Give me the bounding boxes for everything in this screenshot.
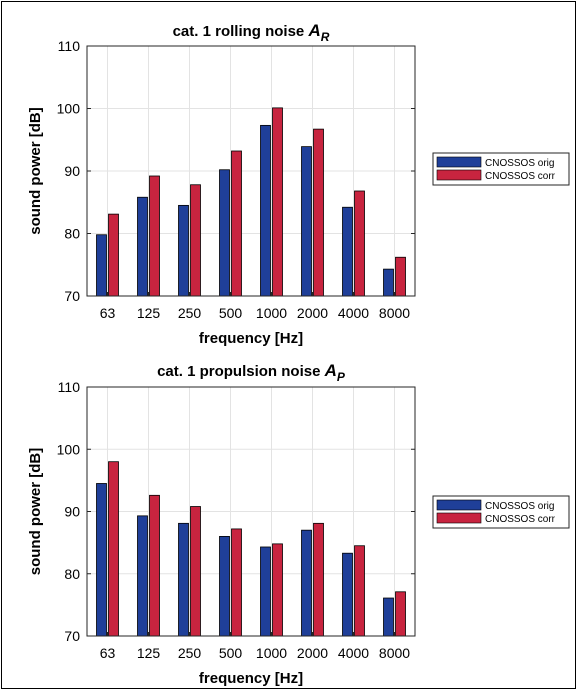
- x-axis-label: frequency [Hz]: [199, 670, 303, 687]
- bar-orig-4000: [342, 206, 353, 297]
- bar-orig-63: [96, 234, 107, 297]
- chart-1: 70 80 90 100 110 63 125 250 500 1000 2000 4000 8000 c…: [27, 21, 570, 347]
- y-tick-label-80: 80: [64, 566, 80, 582]
- bar-orig-8000: [383, 597, 394, 637]
- bar-corr-1000: [272, 107, 283, 297]
- bar-corr-8000: [395, 256, 406, 297]
- bar-corr-4000: [354, 545, 365, 637]
- bar-orig-1000: [260, 124, 271, 297]
- bar-corr-500: [231, 150, 242, 297]
- y-tick-label-110: 110: [58, 379, 81, 395]
- legend-swatch-corr: [436, 512, 482, 524]
- chart-title: cat. 1 rolling noise AR: [173, 21, 330, 44]
- bar-orig-63: [96, 483, 107, 637]
- bar-corr-125: [149, 494, 160, 637]
- bar-orig-1000: [260, 546, 271, 637]
- bar-orig-8000: [383, 268, 394, 297]
- x-tick-label-2000: 2000: [297, 645, 328, 661]
- x-tick-label-63: 63: [100, 645, 116, 661]
- y-tick-label-80: 80: [64, 226, 80, 242]
- bar-orig-250: [178, 204, 189, 297]
- bar-corr-1000: [272, 543, 283, 637]
- bar-corr-8000: [395, 591, 406, 637]
- x-tick-label-4000: 4000: [338, 645, 369, 661]
- legend: CNOSSOS orig CNOSSOS corr: [432, 152, 570, 186]
- bar-corr-4000: [354, 190, 365, 297]
- bar-orig-125: [137, 196, 148, 297]
- x-tick-label-500: 500: [219, 305, 243, 321]
- y-tick-label-70: 70: [64, 288, 80, 304]
- y-tick-label-100: 100: [57, 101, 81, 117]
- legend-label-orig: CNOSSOS orig: [485, 158, 554, 169]
- x-tick-label-125: 125: [137, 645, 161, 661]
- bar-corr-2000: [313, 128, 324, 297]
- legend-swatch-orig: [436, 156, 482, 168]
- legend-swatch-corr: [436, 169, 482, 181]
- chart-2: 70 80 90 100 110 63 125 250 500 1000 2000 4000 8000 c…: [27, 361, 570, 687]
- bar-orig-4000: [342, 552, 353, 637]
- x-tick-label-63: 63: [100, 305, 116, 321]
- legend-label-corr: CNOSSOS corr: [485, 514, 556, 525]
- bar-corr-250: [190, 184, 201, 297]
- x-axis-label: frequency [Hz]: [199, 330, 303, 347]
- x-tick-label-500: 500: [219, 645, 243, 661]
- x-tick-label-8000: 8000: [379, 305, 410, 321]
- bar-corr-250: [190, 506, 201, 637]
- x-tick-label-8000: 8000: [379, 645, 410, 661]
- bar-orig-250: [178, 522, 189, 637]
- bar-orig-125: [137, 515, 148, 637]
- x-tick-label-125: 125: [137, 305, 161, 321]
- bar-corr-63: [108, 213, 119, 297]
- bar-orig-2000: [301, 529, 312, 637]
- bar-orig-2000: [301, 146, 312, 297]
- legend-swatch-orig: [436, 499, 482, 511]
- y-axis-label: sound power [dB]: [27, 107, 44, 235]
- x-tick-label-1000: 1000: [256, 305, 287, 321]
- chart-title: cat. 1 propulsion noise AP: [157, 361, 346, 384]
- bar-orig-500: [219, 536, 230, 637]
- legend-label-corr: CNOSSOS corr: [485, 171, 556, 182]
- bar-corr-125: [149, 175, 160, 297]
- x-tick-label-250: 250: [178, 305, 202, 321]
- bar-corr-500: [231, 528, 242, 637]
- y-tick-label-100: 100: [57, 441, 81, 457]
- x-tick-label-2000: 2000: [297, 305, 328, 321]
- bar-orig-500: [219, 169, 230, 297]
- x-tick-label-4000: 4000: [338, 305, 369, 321]
- bar-corr-2000: [313, 522, 324, 637]
- x-tick-label-1000: 1000: [256, 645, 287, 661]
- y-tick-label-70: 70: [64, 628, 80, 644]
- y-tick-label-90: 90: [64, 163, 80, 179]
- x-tick-label-250: 250: [178, 645, 202, 661]
- y-axis-label: sound power [dB]: [27, 448, 44, 576]
- legend-label-orig: CNOSSOS orig: [485, 501, 554, 512]
- bar-corr-63: [108, 461, 119, 637]
- y-tick-label-90: 90: [64, 504, 80, 520]
- y-tick-label-110: 110: [58, 38, 81, 54]
- legend: CNOSSOS orig CNOSSOS corr: [432, 495, 570, 529]
